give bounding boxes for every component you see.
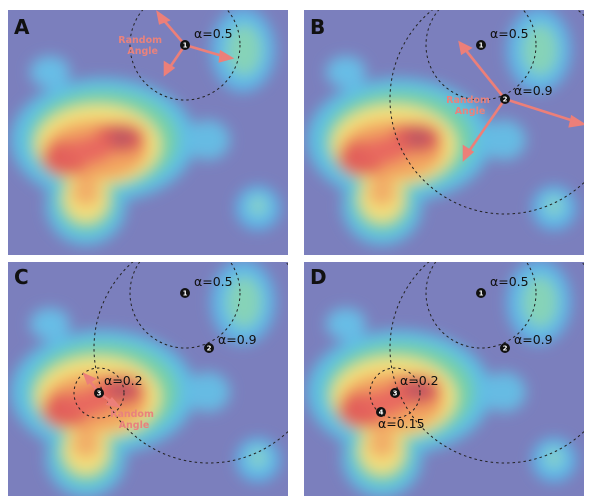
- alpha-label-1: α=0.5: [194, 274, 233, 289]
- search-radius-circle: [425, 10, 537, 101]
- point-number-1: 1: [479, 42, 484, 50]
- random-angle-label: Angle: [127, 46, 158, 57]
- alpha-label-2: α=0.9: [514, 83, 553, 98]
- search-radius-circle: [129, 262, 241, 349]
- point-marker-2: [204, 343, 214, 353]
- alpha-label-3: α=0.2: [104, 373, 143, 388]
- heatmap-b: [304, 8, 584, 255]
- point-number-1: 1: [183, 42, 188, 50]
- search-radius-circle: [369, 367, 421, 419]
- panel-d: D 1 α=0.5 2 α=0.9 3 α=0.2 4 α=0.15: [304, 260, 584, 500]
- alpha-label-1: α=0.5: [194, 26, 233, 41]
- panel-label: D: [310, 265, 327, 289]
- random-angle-label: Angle: [119, 420, 150, 431]
- panel-a: A 1 α=0.5 Random Angle: [8, 10, 288, 255]
- point-number-1: 1: [479, 290, 484, 298]
- point-number-2: 2: [503, 345, 508, 353]
- search-radius-circle: [73, 367, 125, 419]
- alpha-label-1: α=0.5: [490, 274, 529, 289]
- point-number-1: 1: [183, 290, 188, 298]
- heatmap-d: [304, 260, 584, 500]
- search-radius-circle: [129, 10, 241, 101]
- panel-c: C 1 α=0.5 2 α=0.9 3 α=0.2 Random Angle: [8, 260, 288, 500]
- search-radius-circle: [425, 262, 537, 349]
- point-marker-2: [500, 343, 510, 353]
- point-marker-1: [180, 288, 190, 298]
- alpha-label-2: α=0.9: [514, 332, 553, 347]
- random-angle-label: Random: [446, 95, 490, 106]
- random-angle-label: Random: [110, 409, 154, 420]
- alpha-label-4: α=0.15: [378, 416, 425, 431]
- point-marker-2: [500, 94, 510, 104]
- point-number-2: 2: [503, 96, 508, 104]
- alpha-label-2: α=0.9: [218, 332, 257, 347]
- point-marker-3: [390, 388, 400, 398]
- point-number-3: 3: [97, 390, 102, 398]
- point-marker-1: [476, 288, 486, 298]
- point-marker-3: [94, 388, 104, 398]
- panel-label: C: [14, 265, 29, 289]
- random-angle-label: Angle: [455, 106, 486, 117]
- direction-arrows: [156, 10, 235, 77]
- point-marker-1: [476, 40, 486, 50]
- point-number-2: 2: [207, 345, 212, 353]
- point-number-4: 4: [379, 409, 384, 417]
- alpha-label-1: α=0.5: [490, 26, 529, 41]
- point-marker-4: [376, 407, 386, 417]
- point-number-3: 3: [393, 390, 398, 398]
- panel-label: A: [14, 15, 30, 39]
- random-angle-label: Random: [118, 35, 162, 46]
- heatmap-c: [8, 260, 288, 500]
- panel-b: B 1 α=0.5 2 α=0.9 Random Angle: [304, 8, 584, 255]
- point-marker-1: [180, 40, 190, 50]
- alpha-label-3: α=0.2: [400, 373, 439, 388]
- direction-arrows: [458, 40, 584, 162]
- panel-label: B: [310, 15, 325, 39]
